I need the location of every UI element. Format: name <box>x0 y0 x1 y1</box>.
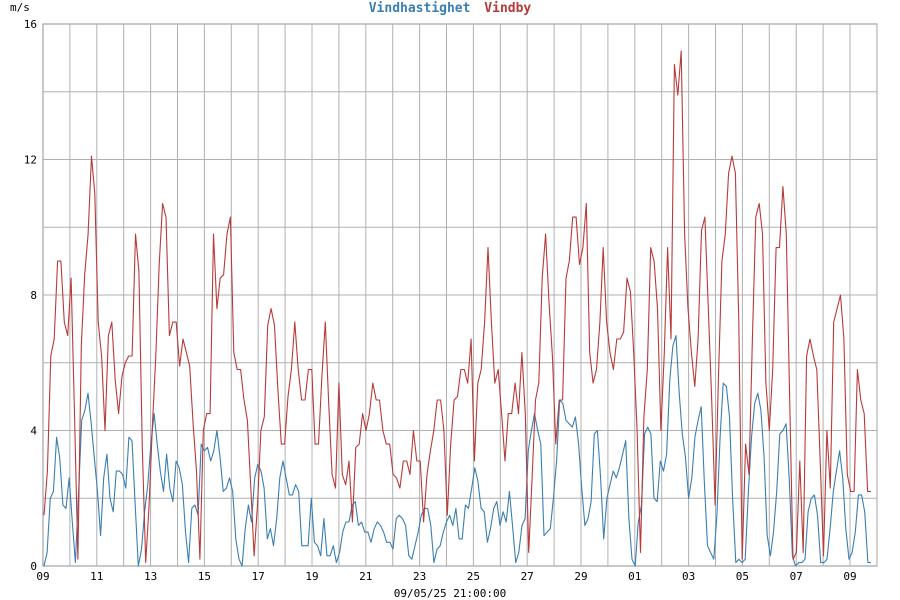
y-axis-ticks: 0 4 8 12 16 <box>24 18 38 573</box>
y-tick-label: 4 <box>30 425 37 438</box>
chart-series-lines <box>43 50 871 567</box>
y-tick-label: 8 <box>30 289 37 302</box>
x-axis-label: 09/05/25 21:00:00 <box>394 587 507 600</box>
legend-item-vindby: Vindby <box>484 1 531 16</box>
series-line-vindby <box>43 50 871 564</box>
x-tick-label: 07 <box>790 570 803 583</box>
x-tick-label: 17 <box>252 570 265 583</box>
x-tick-label: 27 <box>521 570 534 583</box>
legend: Vindhastighet Vindby <box>369 1 532 16</box>
x-tick-label: 21 <box>359 570 372 583</box>
x-tick-label: 25 <box>467 570 480 583</box>
x-axis-ticks: 09 11 13 15 17 19 21 23 25 27 29 01 03 05 07 09 <box>36 570 856 583</box>
legend-item-vindhastighet: Vindhastighet <box>369 1 471 16</box>
x-tick-label: 03 <box>682 570 695 583</box>
x-tick-label: 09 <box>843 570 856 583</box>
y-tick-label: 0 <box>30 560 37 573</box>
y-tick-label: 16 <box>24 18 37 31</box>
x-tick-label: 29 <box>574 570 587 583</box>
x-tick-label: 09 <box>36 570 49 583</box>
y-tick-label: 12 <box>24 154 37 167</box>
x-tick-label: 05 <box>736 570 749 583</box>
x-tick-label: 13 <box>144 570 157 583</box>
x-tick-label: 01 <box>628 570 641 583</box>
y-axis-unit-label: m/s <box>10 1 30 14</box>
series-line-vindhastighet <box>43 335 871 567</box>
x-tick-label: 23 <box>413 570 426 583</box>
x-tick-label: 19 <box>305 570 318 583</box>
x-tick-label: 15 <box>198 570 211 583</box>
x-tick-label: 11 <box>90 570 103 583</box>
